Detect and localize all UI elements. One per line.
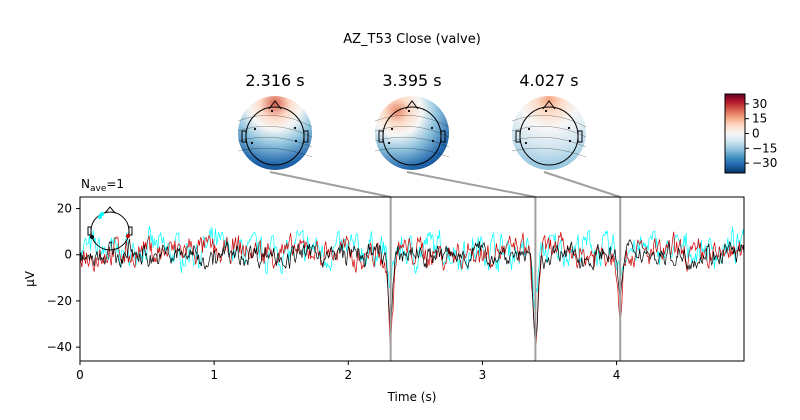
topomap-contour xyxy=(374,147,450,158)
evoked-plot: 0 1 2 3 4 20 0 −20 −40 Time (s) µV xyxy=(23,196,745,404)
colorbar-bar xyxy=(724,93,746,174)
sensor-dot xyxy=(431,139,435,143)
topomap-contour xyxy=(374,137,450,148)
sensor-dot xyxy=(253,127,257,131)
nave-prefix: N xyxy=(81,177,90,191)
topomap-time-label: 4.027 s xyxy=(519,71,578,90)
topomap-contour xyxy=(237,147,313,158)
x-tick-label: 0 xyxy=(76,368,84,382)
sensor-dot xyxy=(544,109,548,113)
topomap-contour xyxy=(374,115,450,128)
y-tick-label: 20 xyxy=(57,202,72,216)
ear-left xyxy=(241,130,247,143)
nose xyxy=(542,100,556,110)
topomaps: 2.316 s 3.395 s 4.027 s xyxy=(237,71,587,170)
topomap-contour xyxy=(511,137,587,148)
topomap-contour xyxy=(237,126,313,138)
topomap-time-label: 3.395 s xyxy=(382,71,441,90)
x-tick-label: 2 xyxy=(344,368,352,382)
sensor-dot xyxy=(294,139,298,143)
sensor-dot xyxy=(407,109,411,113)
ear-right xyxy=(577,130,583,143)
sensor-dot xyxy=(293,126,297,130)
topomap: 4.027 s xyxy=(511,71,587,170)
inset-nose xyxy=(104,206,116,214)
sensor-dot xyxy=(387,141,391,145)
inset-ear-left xyxy=(87,226,92,236)
sensor-dot xyxy=(430,126,434,130)
y-tick-label: −20 xyxy=(47,294,72,308)
sensor-layout-inset xyxy=(87,206,133,251)
colorbar-tick-label: 30 xyxy=(752,97,767,111)
trace-line xyxy=(80,225,744,309)
topomap-contour xyxy=(237,137,313,148)
inset-sensor-cyan-2 xyxy=(98,215,102,219)
sensor-dot xyxy=(527,127,531,131)
event-markers xyxy=(389,197,622,361)
traces xyxy=(80,225,744,348)
colorbar-tick-label: 15 xyxy=(752,112,767,126)
inset-head-circle xyxy=(90,211,130,251)
topomap-contour xyxy=(511,115,587,128)
y-axis-label: µV xyxy=(23,270,37,287)
topomap-contour xyxy=(237,115,313,128)
y-axis-ticks: 20 0 −20 −40 xyxy=(47,202,80,354)
connector-line xyxy=(269,171,391,198)
x-tick-label: 1 xyxy=(210,368,218,382)
y-tick-label: 0 xyxy=(64,248,72,262)
x-tick-label: 3 xyxy=(479,368,487,382)
sensor-dot xyxy=(250,141,254,145)
x-tick-label: 4 xyxy=(613,368,621,382)
sensor-dot xyxy=(270,109,274,113)
inset-ear-right xyxy=(128,226,133,236)
topomap-time-label: 2.316 s xyxy=(245,71,304,90)
figure-title: AZ_T53 Close (valve) xyxy=(343,32,481,47)
plot-frame xyxy=(79,196,745,362)
ear-left xyxy=(515,130,521,143)
ear-right xyxy=(303,130,309,143)
y-tick-label: −40 xyxy=(47,340,72,354)
colorbar-tick-label: 0 xyxy=(752,127,760,141)
trace-line xyxy=(80,238,744,348)
sensor-dot xyxy=(567,126,571,130)
inset-sensor-black xyxy=(90,235,94,239)
connector-lines xyxy=(269,171,621,198)
topomap-contour xyxy=(511,126,587,138)
x-axis-label: Time (s) xyxy=(387,390,437,404)
sensor-dot xyxy=(390,127,394,131)
topomap-contour xyxy=(374,126,450,138)
inset-sensor-cyan xyxy=(100,212,104,216)
nave-label: Nave=1 xyxy=(81,177,124,194)
nave-subscript: ave xyxy=(90,184,107,194)
nose xyxy=(268,100,282,110)
topomap: 2.316 s xyxy=(237,71,313,170)
trace-line xyxy=(80,231,744,346)
ear-right xyxy=(440,130,446,143)
nave-suffix: =1 xyxy=(106,177,124,191)
inset-sensor-red xyxy=(126,234,130,238)
sensor-dot xyxy=(568,139,572,143)
ear-left xyxy=(378,130,384,143)
connector-line xyxy=(406,171,536,198)
nose xyxy=(405,100,419,110)
colorbar-tick-label: −30 xyxy=(752,156,777,170)
colorbar-tick-label: −15 xyxy=(752,141,777,155)
x-axis-ticks: 0 1 2 3 4 xyxy=(76,361,620,382)
sensor-dot xyxy=(524,141,528,145)
topomap-contour xyxy=(511,147,587,158)
connector-line xyxy=(543,171,621,198)
topomap: 3.395 s xyxy=(374,71,450,170)
